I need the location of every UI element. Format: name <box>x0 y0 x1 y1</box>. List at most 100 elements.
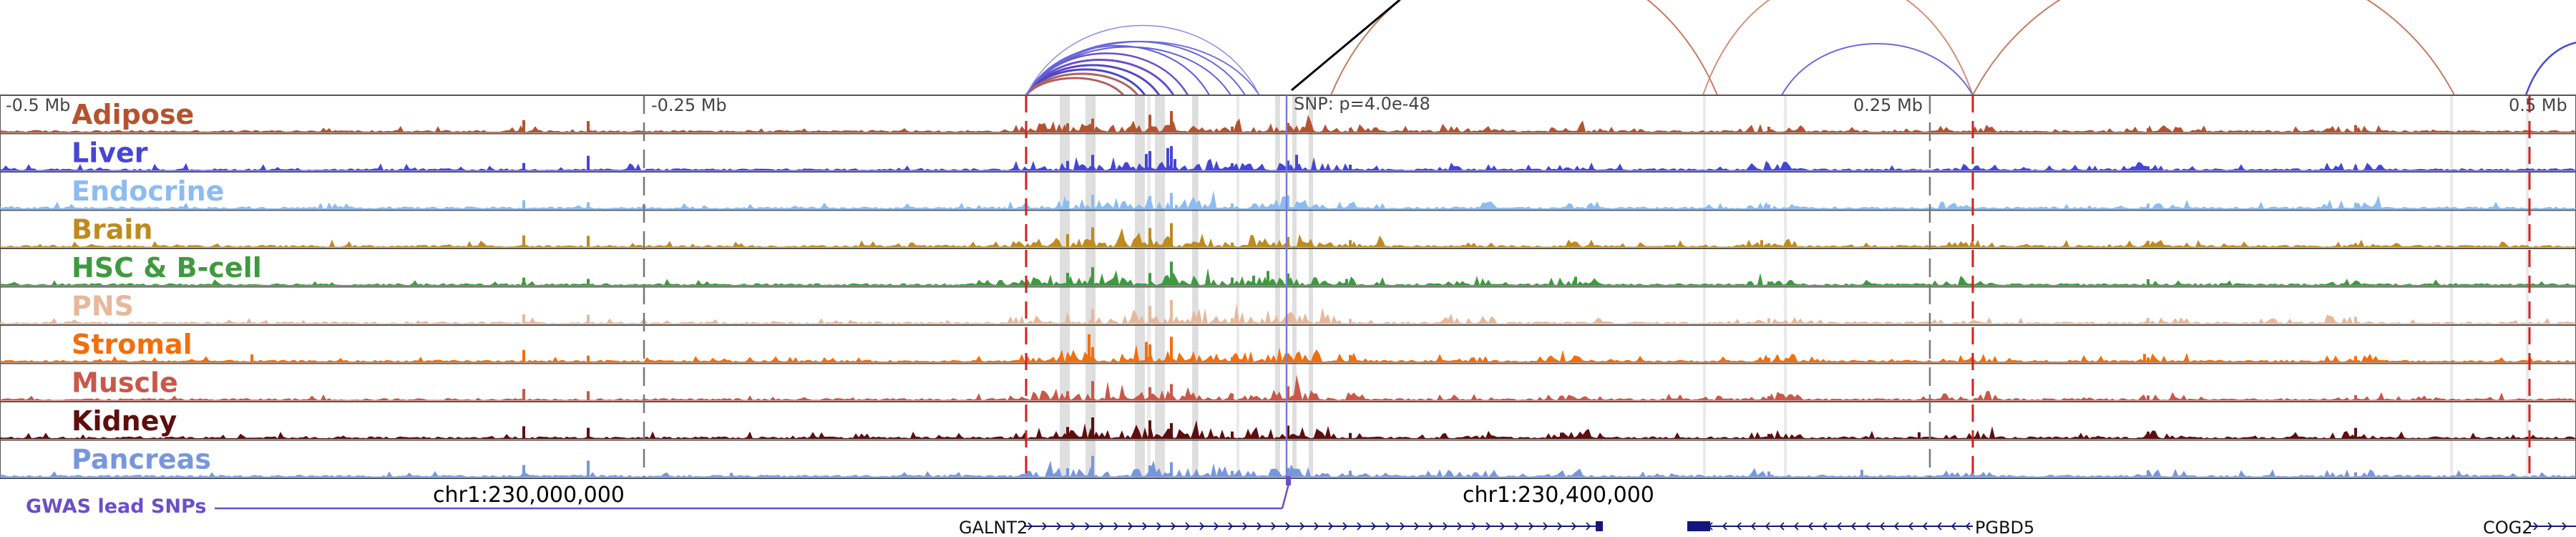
track-labels: Adipose Liver Endocrine Brain HSC & B-cell PN… <box>72 99 262 475</box>
signal-peak <box>1231 393 1234 400</box>
gwas-lead-snp-marker[interactable] <box>1286 476 1291 485</box>
signal-peak <box>1267 271 1269 286</box>
signal-peak <box>587 391 590 400</box>
signal-peak <box>1231 242 1234 247</box>
interaction-arc <box>1781 43 1974 96</box>
signal-peak <box>1231 277 1234 286</box>
signal-peak <box>1349 281 1352 286</box>
chromosome-coordinates: chr1:230,000,000 chr1:230,400,000 <box>433 483 1654 508</box>
signal-peak <box>1231 357 1234 362</box>
interaction-arc <box>2524 42 2576 96</box>
strand-arrow <box>1836 522 1842 531</box>
signal-peak <box>1287 237 1289 247</box>
track-adipose <box>0 95 2576 135</box>
strand-arrow <box>1385 522 1391 531</box>
strand-arrow <box>1113 522 1119 531</box>
track-label: Brain <box>72 214 152 246</box>
signal-peak <box>1091 309 1094 324</box>
strand-arrow <box>1936 522 1942 531</box>
gene-name: COG2 <box>2483 518 2533 537</box>
strand-arrow <box>1586 522 1591 531</box>
signal-peak <box>1231 470 1234 477</box>
strand-arrow <box>1951 522 1956 531</box>
scale-labels: -0.5 Mb -0.25 Mb SNP: p=4.0e-48 0.25 Mb … <box>6 94 2567 115</box>
strand-arrow <box>1371 522 1377 531</box>
strand-arrow <box>1328 522 1334 531</box>
gene-exon <box>1687 521 1710 531</box>
signal-peak <box>1066 234 1069 247</box>
track-brain <box>0 209 2576 249</box>
signal-peak <box>522 465 525 477</box>
signal-peak <box>1066 427 1069 439</box>
signal-peak <box>1287 353 1289 362</box>
strand-arrow <box>1457 522 1463 531</box>
signal-peak <box>587 236 590 247</box>
scale-label-plus-0-5: 0.5 Mb <box>2509 95 2567 115</box>
strand-arrow <box>1500 522 1506 531</box>
scale-label-plus-0-25: 0.25 Mb <box>1853 95 1923 115</box>
strand-arrow <box>1342 522 1348 531</box>
track-label: Stromal <box>72 329 192 360</box>
strand-arrow <box>1171 522 1176 531</box>
strand-arrow <box>1922 522 1928 531</box>
signal-peak <box>2147 357 2150 362</box>
signal-peak <box>1287 314 1289 324</box>
signal-peak <box>1170 223 1173 247</box>
signal-peak <box>1066 391 1069 400</box>
signal-peak <box>2354 395 2357 400</box>
signal-peak <box>1148 465 1151 477</box>
signal-peak <box>1767 281 1770 286</box>
signal-peak <box>250 354 253 362</box>
signal-peak <box>522 277 525 286</box>
signal-tracks <box>0 95 2576 479</box>
signal-peak <box>1066 354 1069 362</box>
strand-arrow <box>1056 522 1062 531</box>
track-pns <box>0 286 2576 326</box>
signal-peak <box>1860 470 1863 477</box>
signal-peak <box>1349 395 1352 400</box>
signal-peak <box>2354 125 2357 132</box>
signal-peak <box>1066 468 1069 477</box>
scale-label-minus-0-5: -0.5 Mb <box>6 95 70 115</box>
gene-cog2[interactable]: COG2 <box>2483 518 2576 537</box>
signal-peak <box>1560 432 1563 439</box>
gene-galnt2[interactable]: GALNT2 <box>959 518 1603 537</box>
signal-peak <box>2143 354 2146 362</box>
strand-arrow <box>1965 522 1971 531</box>
strand-arrow <box>1722 522 1727 531</box>
signal-peak <box>522 426 525 439</box>
gene-track: GALNT2 PGBD5 COG2 <box>959 518 2576 537</box>
signal-peak <box>522 163 525 170</box>
signal-peak <box>1148 344 1151 362</box>
signal-peak <box>522 200 525 209</box>
signal-peak <box>1349 127 1352 132</box>
signal-peak <box>1170 422 1173 439</box>
signal-peak <box>1091 417 1094 439</box>
signal-peak <box>2354 203 2357 209</box>
track-hsc-b-cell <box>0 248 2576 288</box>
interaction-arc <box>1972 0 2455 96</box>
strand-arrow <box>1314 522 1319 531</box>
signal-peak <box>1088 334 1091 362</box>
strand-arrow <box>1285 522 1291 531</box>
signal-peak <box>1349 240 1352 247</box>
signal-peak <box>2354 243 2357 247</box>
signal-peak <box>1148 195 1151 209</box>
strand-arrow <box>1893 522 1899 531</box>
strand-arrow <box>1528 522 1534 531</box>
signal-peak <box>1066 273 1069 286</box>
signal-peak <box>1767 357 1770 362</box>
strand-arrow <box>1414 522 1420 531</box>
signal-peak <box>1148 420 1151 439</box>
strand-arrow <box>1214 522 1219 531</box>
gwas-track-label: GWAS lead SNPs <box>26 495 206 518</box>
signal-peak <box>1175 205 1178 209</box>
snp-link-line <box>1291 0 1400 92</box>
strand-arrow <box>1428 522 1434 531</box>
signal-peak <box>1148 273 1151 286</box>
strand-arrow <box>1485 522 1491 531</box>
signal-peak <box>2147 203 2150 209</box>
track-label: Endocrine <box>72 175 224 207</box>
interaction-arc <box>1025 24 1260 96</box>
gene-pgbd5[interactable]: PGBD5 <box>1687 518 2034 537</box>
